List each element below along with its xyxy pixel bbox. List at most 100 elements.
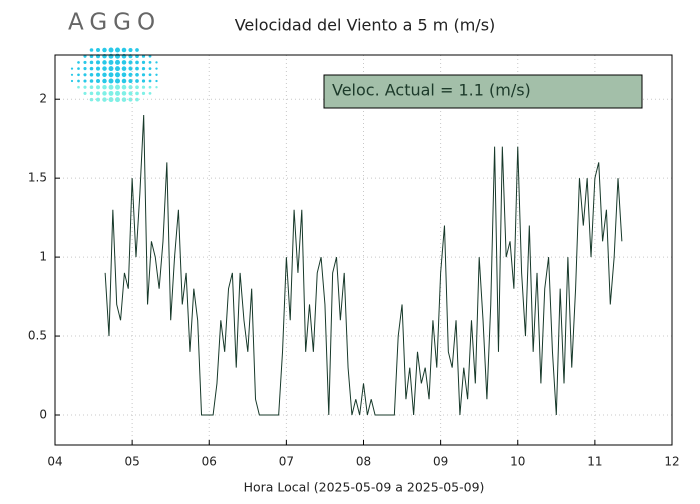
logo-dot [141, 85, 146, 89]
logo-dot [121, 84, 127, 90]
logo-dot [141, 60, 146, 65]
axes-frame [54, 54, 673, 446]
wind-speed-line [104, 114, 623, 416]
plot-area [104, 114, 623, 416]
logo-dot [95, 91, 101, 96]
logo-dot [108, 66, 114, 72]
logo-dot [135, 66, 139, 71]
logo-dot [135, 60, 139, 65]
logo-dot [128, 60, 133, 65]
logo-dot [155, 86, 158, 89]
logo-dot [102, 91, 107, 96]
logo-dot [83, 60, 87, 64]
logo-dot [114, 78, 121, 84]
logo-dot [135, 85, 139, 90]
logo-dot [95, 72, 101, 77]
logo-dot [108, 47, 114, 53]
logo-dot [121, 78, 127, 84]
logo-dot [128, 78, 133, 84]
x-tick-label: 05 [124, 455, 139, 469]
logo-dot [89, 91, 94, 96]
logo-dot [148, 79, 152, 83]
logo-dot [108, 53, 114, 59]
logo-dot [89, 79, 94, 83]
y-tick-label: 0.5 [28, 329, 47, 343]
logo-dot [89, 60, 94, 65]
logo-dot [77, 61, 80, 64]
logo-dot [102, 60, 107, 65]
logo-dot [148, 92, 152, 95]
chart-title: Velocidad del Viento a 5 m (m/s) [235, 16, 496, 35]
logo-dot [135, 72, 139, 77]
logo-dot [148, 67, 152, 70]
logo-dot [141, 73, 146, 77]
logo-dot [114, 90, 121, 96]
logo-dot [83, 73, 87, 77]
logo-dot [128, 72, 133, 77]
annotation-box [323, 74, 643, 109]
logo-dot [77, 85, 80, 89]
logo-dot [141, 66, 146, 71]
logo-dot [108, 90, 114, 96]
x-tick-label: 10 [510, 455, 525, 469]
logo-dot [89, 85, 94, 89]
logo-dot [148, 85, 152, 89]
y-tick-label: 0 [39, 408, 47, 422]
logo-dot [102, 78, 107, 84]
logo-dot [135, 48, 139, 52]
x-tick-label: 09 [433, 455, 448, 469]
logo-dot [102, 84, 107, 90]
logo-dot [89, 48, 94, 52]
logo-dot [121, 47, 127, 53]
logo-dot [77, 79, 80, 83]
annotation: Veloc. Actual = 1.1 (m/s) [332, 81, 531, 100]
logo-dot [135, 79, 139, 83]
logo-dot [155, 73, 158, 76]
logo-dot [70, 79, 74, 83]
logo-dot [128, 47, 133, 53]
logo-dot [155, 67, 158, 70]
x-tick-label: 11 [587, 455, 602, 469]
logo-dot [95, 97, 101, 102]
logo-dot [95, 78, 101, 84]
logo-dot [89, 73, 94, 77]
logo-dot [95, 66, 101, 71]
logo-dot [114, 47, 121, 53]
logo-dot [77, 73, 80, 77]
logo-dot [128, 91, 133, 96]
logo-dot [128, 85, 133, 90]
logo-dot [114, 59, 121, 65]
logo-dot [141, 79, 146, 83]
logo-dot [148, 73, 152, 77]
logo-dot [95, 60, 101, 65]
y-tick-label: 2 [39, 92, 47, 106]
logo-dot [83, 79, 87, 83]
logo-dot [155, 79, 158, 83]
logo-dot [135, 91, 139, 96]
logo-dot [70, 67, 74, 70]
x-tick-label: 07 [279, 455, 294, 469]
logo-dot [114, 72, 121, 78]
logo-dot [135, 97, 139, 102]
logo-text: AGGO [68, 10, 161, 36]
y-tick-label: 1 [39, 250, 47, 264]
logo-dot [89, 66, 94, 71]
logo-dot [108, 84, 114, 90]
logo-dot [83, 67, 87, 71]
logo-dot [70, 73, 74, 76]
x-tick-label: 12 [664, 455, 679, 469]
logo-dot [121, 66, 127, 71]
logo-dot [108, 59, 114, 65]
logo-dot [95, 85, 101, 90]
logo-dot [77, 67, 80, 70]
x-tick-label: 08 [356, 455, 371, 469]
logo-dot [121, 72, 127, 78]
logo-dot [155, 61, 158, 64]
x-tick-label: 04 [47, 455, 62, 469]
logo-dot [114, 84, 121, 90]
logo-dot [108, 72, 114, 78]
logo-dot [83, 85, 87, 89]
x-tick-label: 06 [202, 455, 217, 469]
logo-sphere [70, 47, 158, 103]
logo-dot [141, 91, 146, 96]
